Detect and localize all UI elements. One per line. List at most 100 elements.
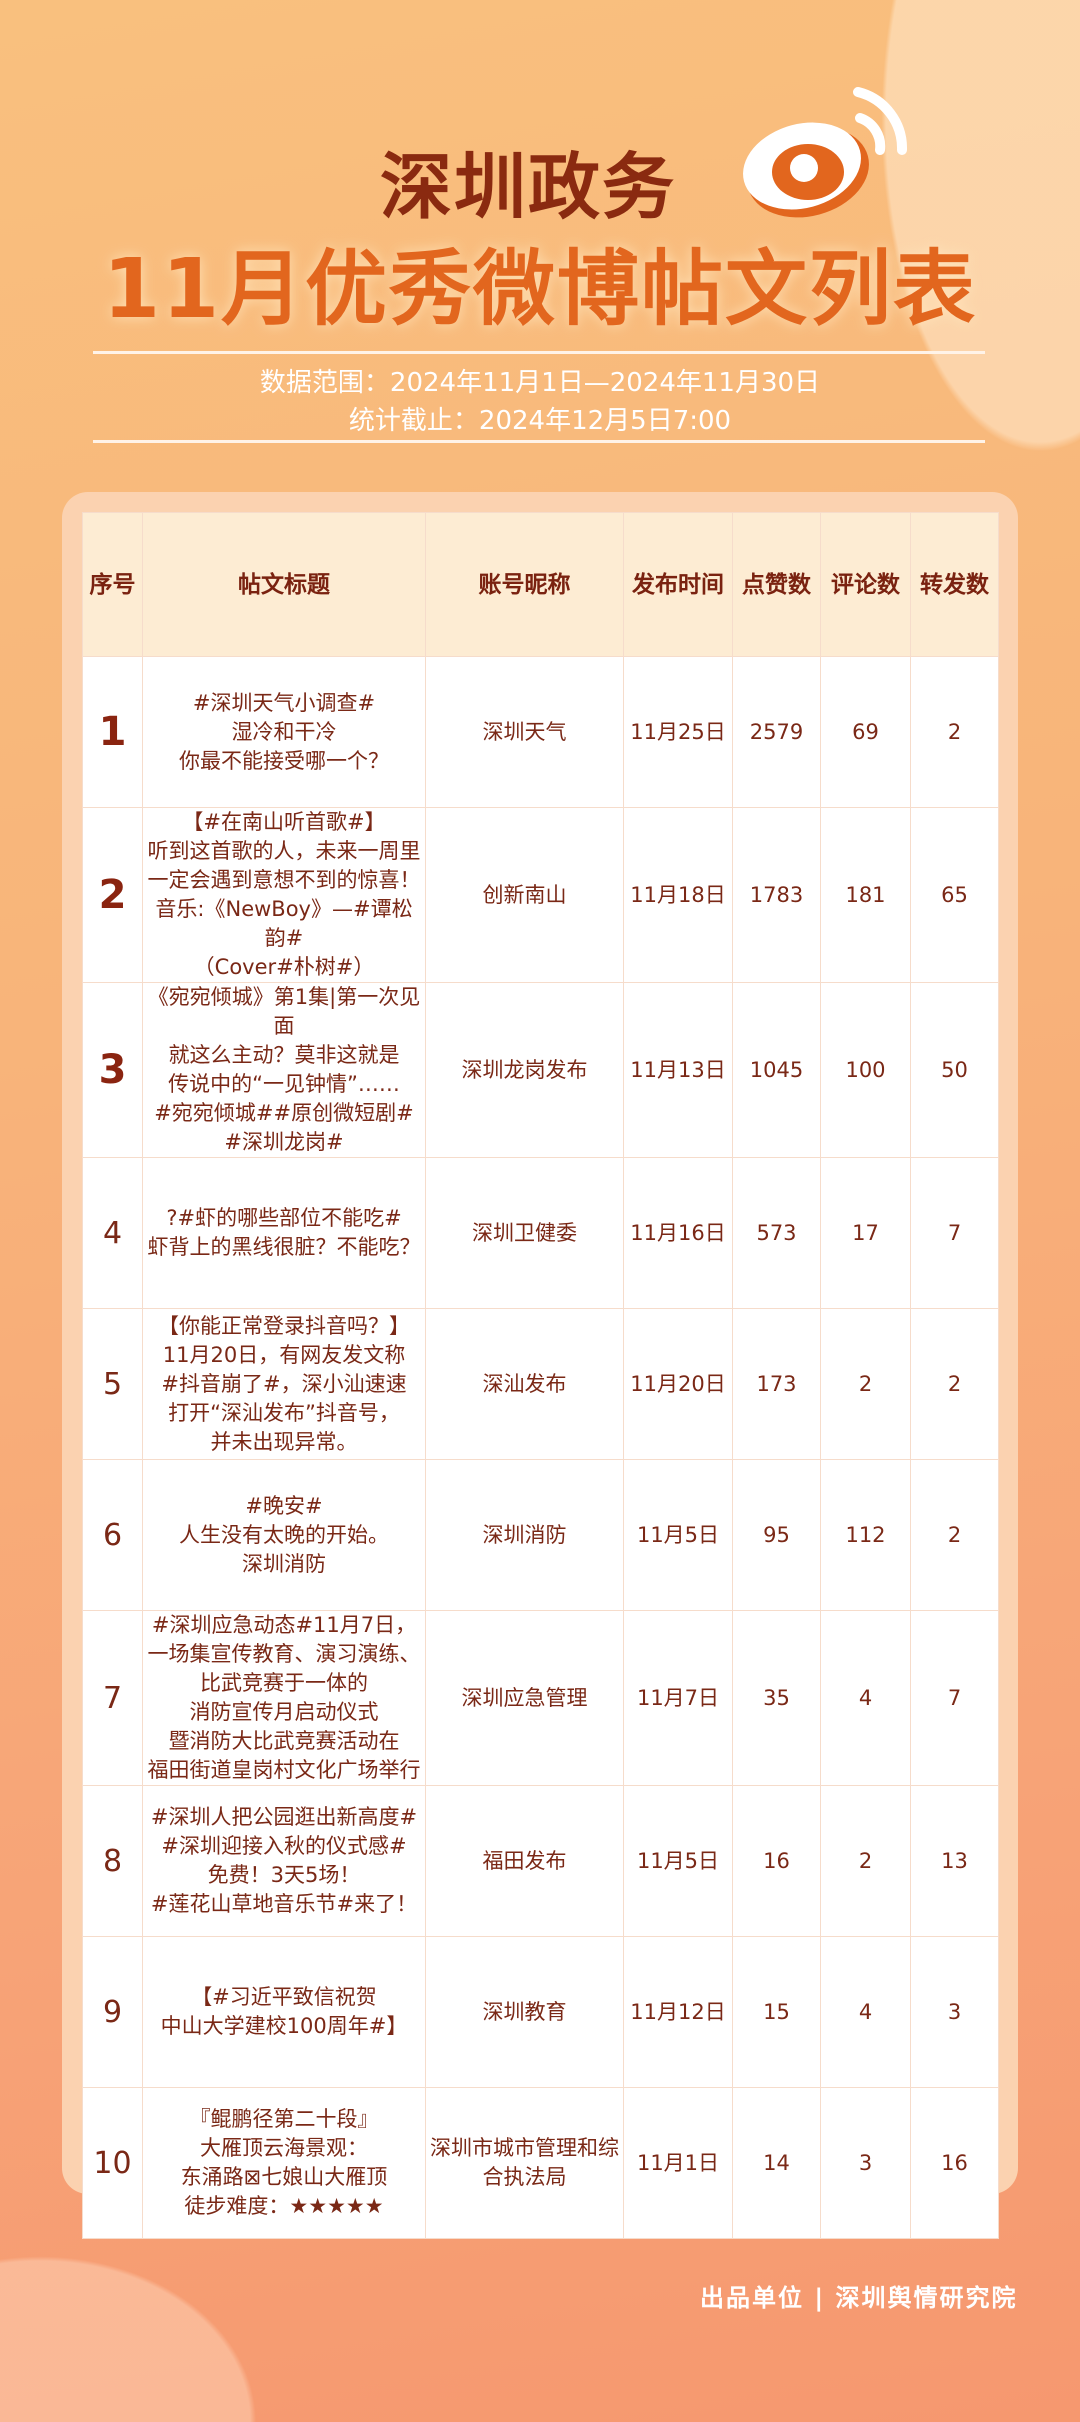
cell-rank: 10 [82,2087,143,2239]
table-row: 9 【#习近平致信祝贺 中山大学建校100周年#】 深圳教育 11月12日 15 4 3 [82,1936,999,2088]
weibo-logo-icon [743,87,908,218]
cell-shares: 3 [910,1936,999,2088]
title-line1: 深圳政务 [380,145,677,229]
title-line: ?#虾的哪些部位不能吃# [166,1206,402,1230]
cell-shares: 2 [910,656,999,808]
title-line: 11月20日，有网友发文称 [162,1342,406,1367]
cell-account: 创新南山 [425,807,624,983]
title-line: #深圳天气小调查# [192,690,376,715]
cell-title: ?#虾的哪些部位不能吃# 虾背上的黑线很脏？不能吃？ [142,1157,426,1309]
cell-comments: 69 [820,656,911,808]
cell-account: 深圳应急管理 [425,1610,624,1786]
cell-shares: 2 [910,1308,999,1460]
title-line: 你最不能接受哪一个？ [179,748,389,773]
title-line: 比武竞赛于一体的 [200,1671,368,1695]
title-line: #深圳应急动态#11月7日， [151,1613,417,1637]
stat-cutoff: 统计截止：2024年12月5日7:00 [348,406,732,436]
column-header: 转发数 [910,512,999,657]
table-row: 3 《宛宛倾城》第1集|第一次见面 就这么主动？莫非这就是 传说中的“一见钟情”…… #… [82,982,999,1158]
cell-likes: 173 [732,1308,821,1460]
table-row: 10 『鲲鹏径第二十段』 大雁顶云海景观： 东涌路⊠七娘山大雁顶 徒步难度：★★★★★ 深… [82,2087,999,2239]
title-line: #深圳迎接入秋的仪式感# [161,1834,407,1858]
cell-comments: 112 [820,1459,911,1611]
cell-title: #深圳人把公园逛出新高度# #深圳迎接入秋的仪式感# 免费！3天5场！ #莲花山草地音… [142,1785,426,1937]
title-line: 东涌路⊠七娘山大雁顶 [180,2165,388,2189]
title-line: 湿冷和干冷 [231,719,337,744]
cell-date: 11月12日 [623,1936,733,2088]
cell-comments: 3 [820,2087,911,2239]
cell-likes: 573 [732,1157,821,1309]
cell-title: #深圳天气小调查# 湿冷和干冷你最不能接受哪一个？ [142,656,426,808]
title-line: 传说中的“一见钟情”…… [168,1072,400,1096]
column-header: 点赞数 [732,512,821,657]
table-row: 5 【你能正常登录抖音吗？】 11月20日，有网友发文称 #抖音崩了#，深小汕速速 打开… [82,1308,999,1460]
posts-table: 序号 帖文标题 账号昵称 发布时间 点赞数 评论数 转发数 1 #深圳天气小调查# 湿冷和干冷你… [82,512,999,2239]
title-line: 【你能正常登录抖音吗？】 [158,1313,410,1338]
title-line: 就这么主动？莫非这就是 [168,1043,400,1067]
title-line: 福田街道皇岗村文化广场举行 [147,1758,421,1782]
cell-date: 11月5日 [623,1459,733,1611]
cell-shares: 7 [910,1157,999,1309]
cell-comments: 2 [820,1308,911,1460]
table-row: 7 #深圳应急动态#11月7日， 一场集宣传教育、演习演练、 比武竞赛于一体的 消防宣传… [82,1610,999,1786]
title-line: 一定会遇到意想不到的惊喜！ [147,868,421,892]
cell-comments: 2 [820,1785,911,1937]
title-line: #晚安# [245,1493,323,1518]
cell-shares: 13 [910,1785,999,1937]
cell-rank: 5 [82,1308,143,1460]
cell-likes: 1045 [732,982,821,1158]
title-line: 消防宣传月启动仪式 [189,1700,379,1724]
title-line: 并未出现异常。 [210,1429,358,1454]
cell-account: 深圳消防 [425,1459,624,1611]
data-range: 数据范围：2024年11月1日—2024年11月30日 [259,368,821,398]
table-row: 8 #深圳人把公园逛出新高度# #深圳迎接入秋的仪式感# 免费！3天5场！ #莲花山草地… [82,1785,999,1937]
cell-date: 11月25日 [623,656,733,808]
title-line: 《宛宛倾城》第1集|第一次见面 [147,985,421,1038]
cell-rank: 6 [82,1459,143,1611]
title-line: 【#在南山听首歌#】 [182,810,386,834]
table-row: 1 #深圳天气小调查# 湿冷和干冷 你最不能接受哪一个？ 深圳天气 11月25日 2579 6… [82,656,999,808]
cell-comments: 4 [820,1610,911,1786]
title-line: 人生没有太晚的开始。 [179,1522,389,1547]
title-line: 音乐:《NewBoy》—#谭松韵# [155,897,413,950]
cell-likes: 95 [732,1459,821,1611]
cell-account: 深圳市城市管理和综合执法局 [425,2087,624,2239]
table-row: 6 #晚安# 人生没有太晚的开始。 深圳消防 深圳消防 11月5日 95 112 2 [82,1459,999,1611]
cell-title: 【#习近平致信祝贺 中山大学建校100周年#】 [142,1936,426,2088]
column-header: 评论数 [820,512,911,657]
column-header: 发布时间 [623,512,733,657]
footer-producer: 出品单位 | 深圳舆情研究院 [700,2284,1018,2312]
table-row: 2 【#在南山听首歌#】 听到这首歌的人，未来一周里 一定会遇到意想不到的惊喜！ 音乐:… [82,807,999,983]
cell-comments: 100 [820,982,911,1158]
cell-title: #深圳应急动态#11月7日， 一场集宣传教育、演习演练、 比武竞赛于一体的 消防宣传月… [142,1610,426,1786]
title-line: 一场集宣传教育、演习演练、 [147,1642,421,1666]
cell-account: 深圳卫健委 [425,1157,624,1309]
cell-date: 11月18日 [623,807,733,983]
cell-shares: 2 [910,1459,999,1611]
title-line: 听到这首歌的人，未来一周里 [147,839,421,863]
title-line: 打开“深汕发布”抖音号， [168,1400,400,1425]
title-line: #莲花山草地音乐节#来了！ [150,1892,418,1916]
cell-likes: 16 [732,1785,821,1937]
cell-rank: 8 [82,1785,143,1937]
column-header: 序号 [82,512,143,657]
cell-shares: 16 [910,2087,999,2239]
cell-title: #晚安# 人生没有太晚的开始。 深圳消防 [142,1459,426,1611]
title-line: 深圳消防 [242,1551,326,1576]
title-line: 大雁顶云海景观： [200,2136,368,2160]
cell-shares: 50 [910,982,999,1158]
cell-shares: 7 [910,1610,999,1786]
cell-title: 《宛宛倾城》第1集|第一次见面 就这么主动？莫非这就是 传说中的“一见钟情”…… #宛… [142,982,426,1158]
cell-date: 11月1日 [623,2087,733,2239]
cell-account: 深圳龙岗发布 [425,982,624,1158]
column-header: 账号昵称 [425,512,624,657]
cell-likes: 35 [732,1610,821,1786]
cell-date: 11月13日 [623,982,733,1158]
cell-rank: 7 [82,1610,143,1786]
cell-likes: 14 [732,2087,821,2239]
cell-comments: 17 [820,1157,911,1309]
cell-rank: 4 [82,1157,143,1309]
title-line: #深圳人把公园逛出新高度# [150,1805,418,1829]
cell-date: 11月7日 [623,1610,733,1786]
title-line: 【#习近平致信祝贺 [191,1985,377,2009]
